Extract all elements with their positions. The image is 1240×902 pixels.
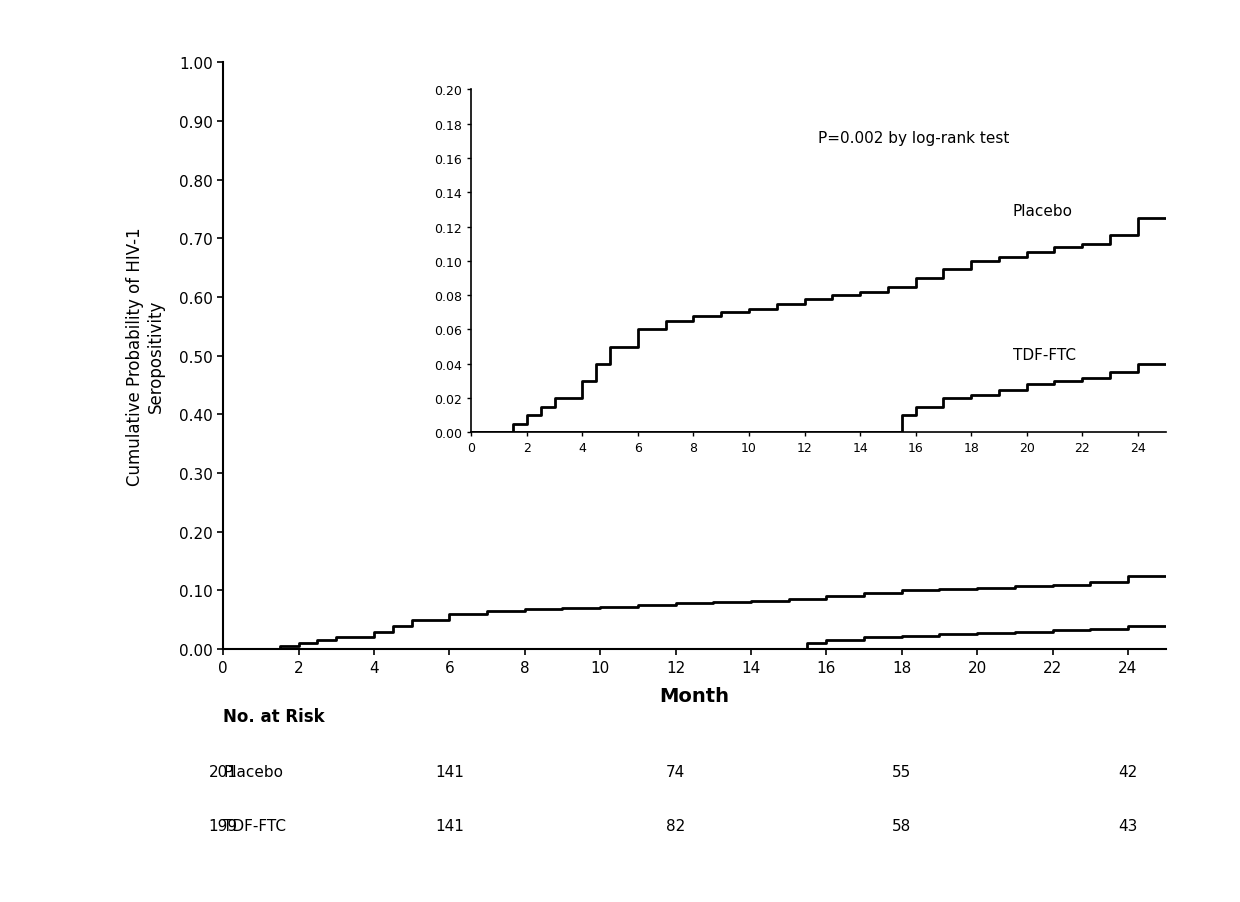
Text: TDF-FTC: TDF-FTC — [1013, 347, 1076, 363]
Text: 82: 82 — [666, 818, 686, 833]
Text: P=0.002 by log-rank test: P=0.002 by log-rank test — [818, 132, 1009, 146]
Text: TDF-FTC: TDF-FTC — [223, 818, 286, 833]
Text: 199: 199 — [208, 818, 238, 833]
X-axis label: Month: Month — [660, 686, 729, 704]
Text: Placebo: Placebo — [1013, 203, 1073, 218]
Text: Placebo: Placebo — [223, 764, 283, 778]
Text: 42: 42 — [1118, 764, 1137, 778]
Text: 141: 141 — [435, 818, 464, 833]
Text: 58: 58 — [892, 818, 911, 833]
Text: 201: 201 — [208, 764, 238, 778]
Text: 43: 43 — [1118, 818, 1137, 833]
Text: 55: 55 — [892, 764, 911, 778]
Y-axis label: Cumulative Probability of HIV-1
Seropositivity: Cumulative Probability of HIV-1 Seroposi… — [126, 227, 165, 485]
Text: 74: 74 — [666, 764, 686, 778]
Text: No. at Risk: No. at Risk — [223, 707, 325, 725]
Text: 141: 141 — [435, 764, 464, 778]
